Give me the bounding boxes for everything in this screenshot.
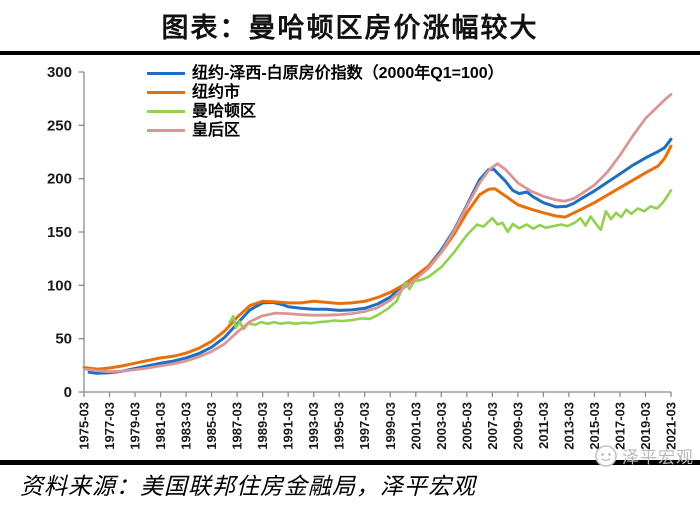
x-axis-label: 2011-03	[536, 402, 551, 449]
legend-swatch-line	[147, 90, 185, 95]
watermark-label: 泽平宏观	[622, 448, 694, 467]
x-axis-label: 1975-03	[77, 402, 92, 450]
bottom-rule	[0, 460, 700, 465]
y-axis-label: 250	[47, 117, 72, 134]
watermark: 泽平宏观	[594, 443, 694, 468]
x-axis-label: 1993-03	[306, 402, 321, 450]
line-ny-jersey-white-plains	[87, 137, 673, 375]
x-axis-label: 2015-03	[587, 402, 602, 450]
x-axis-label: 2021-03	[664, 402, 679, 450]
x-axis-label: 1985-03	[204, 402, 219, 450]
x-axis-label: 1997-03	[357, 402, 372, 450]
x-axis-label: 1999-03	[383, 402, 398, 450]
legend-label: 皇后区	[192, 122, 241, 139]
legend-label: 纽约-泽西-白原房价指数（2000年Q1=100）	[192, 65, 504, 82]
y-axis-label: 200	[47, 171, 72, 188]
chart-legend: 纽约-泽西-白原房价指数（2000年Q1=100） 纽约市 曼哈顿区 皇后区	[147, 64, 504, 140]
x-axis-label: 1979-03	[128, 402, 143, 450]
y-axis-label: 150	[47, 224, 72, 241]
x-axis-label: 1981-03	[153, 402, 168, 450]
x-axis-label: 1989-03	[255, 402, 270, 450]
price-index-chart: 0 50 100 150 200 250 300 1975-03 1977-03 1979-03 1…	[47, 64, 679, 450]
legend-item: 曼哈顿区	[147, 102, 504, 121]
x-axis-label: 2013-03	[561, 402, 576, 450]
legend-item: 纽约市	[147, 83, 504, 102]
x-axis-label: 2007-03	[485, 402, 500, 450]
y-axis-label: 100	[47, 277, 72, 294]
legend-swatch-line	[147, 128, 185, 133]
x-axis-label: 2003-03	[434, 402, 449, 450]
legend-swatch-line	[147, 71, 185, 76]
legend-item: 皇后区	[147, 121, 504, 140]
x-axis-label: 2009-03	[510, 402, 525, 450]
x-axis-label: 1991-03	[281, 402, 296, 450]
legend-label: 曼哈顿区	[192, 103, 257, 120]
x-axis-label: 1995-03	[332, 402, 347, 450]
line-new-york-city	[82, 144, 673, 371]
line-manhattan	[228, 189, 673, 331]
x-axis-label: 1977-03	[102, 402, 117, 450]
line-queens	[83, 93, 673, 374]
y-axis-label: 300	[47, 64, 72, 81]
source-note: 资料来源：美国联邦住房金融局，泽平宏观	[20, 474, 476, 499]
y-axis-label: 0	[64, 384, 72, 401]
zeping-logo-icon	[595, 444, 617, 467]
x-axis-label: 2017-03	[612, 402, 627, 450]
legend-item: 纽约-泽西-白原房价指数（2000年Q1=100）	[147, 64, 504, 83]
x-axis-label: 2005-03	[459, 402, 474, 450]
x-axis-label: 2001-03	[408, 402, 423, 450]
x-axis-label: 1983-03	[179, 402, 194, 450]
legend-label: 纽约市	[192, 84, 241, 101]
y-axis-label: 50	[55, 331, 72, 348]
x-axis-label: 2019-03	[638, 402, 653, 450]
top-rule	[0, 51, 700, 55]
x-axis-label: 1987-03	[230, 402, 245, 450]
chart-title: 图表：曼哈顿区房价涨幅较大	[161, 13, 539, 43]
legend-swatch-line	[147, 109, 185, 114]
